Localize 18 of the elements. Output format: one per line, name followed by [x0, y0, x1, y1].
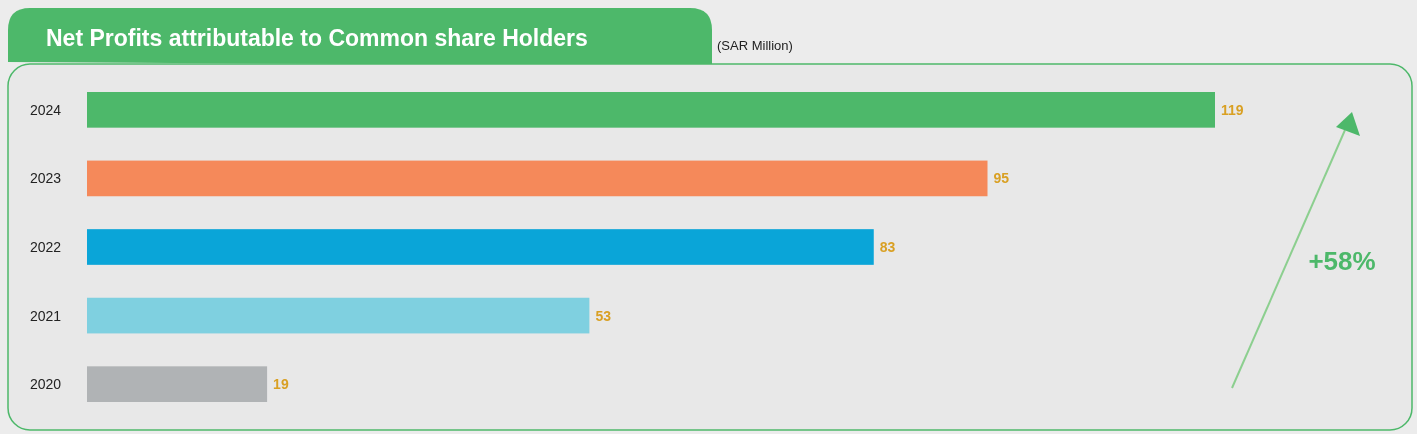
data-label: 95 — [993, 170, 1010, 187]
data-label: 19 — [273, 376, 289, 393]
y-tick-label: 2021 — [30, 307, 62, 324]
chart-subtitle: (SAR Million) — [717, 38, 793, 53]
bar — [87, 297, 590, 334]
chart-title: Net Profits attributable to Common share Holders — [46, 25, 588, 51]
data-label: 119 — [1221, 101, 1244, 118]
bar — [87, 229, 874, 265]
bar — [87, 160, 988, 197]
y-tick-label: 2023 — [30, 170, 62, 187]
text: +58% — [1308, 246, 1376, 276]
y-tick-label: 2022 — [30, 239, 62, 255]
y-tick-label: 2024 — [30, 101, 62, 118]
data-label: 53 — [595, 307, 612, 324]
bar — [87, 92, 1215, 128]
bar — [87, 366, 268, 402]
data-label: 83 — [879, 239, 896, 255]
y-tick-label: 2020 — [30, 376, 62, 393]
